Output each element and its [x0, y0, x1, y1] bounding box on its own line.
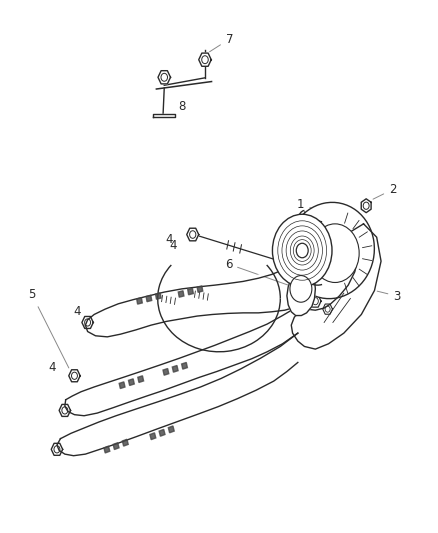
Polygon shape — [119, 382, 125, 389]
Polygon shape — [59, 405, 71, 416]
Circle shape — [272, 214, 332, 287]
Polygon shape — [146, 295, 152, 302]
Text: 8: 8 — [178, 100, 185, 113]
Text: 4: 4 — [169, 239, 177, 252]
Polygon shape — [172, 366, 178, 372]
Polygon shape — [155, 293, 161, 299]
Polygon shape — [153, 114, 175, 117]
Text: 2: 2 — [373, 183, 396, 199]
Polygon shape — [361, 199, 371, 213]
Polygon shape — [187, 228, 199, 241]
Polygon shape — [168, 426, 174, 433]
Polygon shape — [182, 362, 187, 369]
Polygon shape — [159, 430, 165, 436]
Polygon shape — [82, 317, 93, 328]
Polygon shape — [178, 291, 184, 297]
Text: 6: 6 — [225, 257, 308, 292]
Circle shape — [311, 224, 359, 282]
Polygon shape — [85, 264, 298, 337]
Polygon shape — [188, 288, 193, 295]
Text: 7: 7 — [209, 33, 233, 52]
Text: 4: 4 — [49, 361, 57, 374]
Polygon shape — [199, 53, 211, 66]
Circle shape — [290, 276, 312, 302]
Text: 4: 4 — [165, 233, 173, 246]
Text: 5: 5 — [28, 288, 69, 368]
Text: 1: 1 — [297, 198, 324, 212]
Polygon shape — [69, 370, 80, 382]
Polygon shape — [65, 306, 298, 416]
Polygon shape — [163, 368, 169, 375]
Polygon shape — [51, 443, 63, 455]
Polygon shape — [291, 224, 381, 349]
Polygon shape — [323, 304, 332, 314]
Polygon shape — [57, 333, 298, 456]
Text: 4: 4 — [73, 305, 81, 318]
Polygon shape — [310, 295, 321, 307]
Polygon shape — [113, 443, 119, 449]
Polygon shape — [122, 439, 128, 446]
Polygon shape — [104, 446, 110, 453]
Polygon shape — [138, 376, 144, 383]
Polygon shape — [137, 298, 142, 304]
Polygon shape — [150, 433, 156, 440]
Polygon shape — [197, 286, 203, 292]
Polygon shape — [158, 71, 170, 84]
Polygon shape — [287, 261, 315, 316]
Circle shape — [296, 243, 308, 258]
Polygon shape — [128, 379, 134, 385]
Text: 3: 3 — [377, 289, 401, 303]
Ellipse shape — [287, 203, 374, 298]
